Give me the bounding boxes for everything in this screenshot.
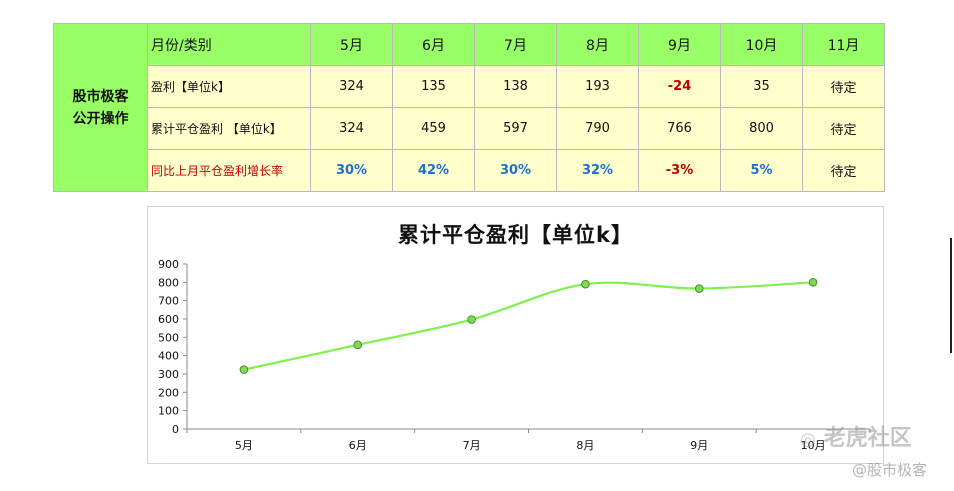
cell-value: 766	[667, 121, 692, 136]
tiger-logo-icon: ◎	[800, 429, 816, 450]
side-label-line2: 公开操作	[72, 110, 129, 127]
y-tick-label: 300	[158, 368, 179, 381]
table-cell: 30%	[310, 149, 393, 192]
table-cell: 766	[638, 107, 721, 150]
cell-value: 35	[753, 79, 770, 94]
line-chart: 0 100 200 300 400 500 600 700 800 900 5月 6月 7月 8月 9月 10…	[158, 258, 871, 452]
y-tick-label: 600	[158, 313, 179, 326]
table-cell: 193	[556, 65, 639, 108]
cell-value: 30%	[499, 163, 532, 178]
cell-value: 30%	[335, 163, 368, 178]
y-tick-label: 700	[158, 295, 179, 308]
table-cell: 30%	[474, 149, 557, 192]
table-side-label: 股市极客 公开操作	[53, 23, 148, 192]
profit-table: 股市极客 公开操作 月份/类别 5月 6月 7月 8月 9月 10月 11月 盈利【单位k】 324 1…	[53, 23, 885, 192]
chart-frame: 累计平仓盈利【单位k】 0 100 200 300 400 500 600 700 800 900…	[147, 206, 884, 464]
table-cell: 597	[474, 107, 557, 150]
x-tick-label: 8月	[576, 439, 594, 452]
cell-value: -3%	[665, 163, 694, 178]
chart-title: 累计平仓盈利【单位k】	[398, 223, 633, 247]
cell-value: 42%	[417, 163, 450, 178]
table-row: 同比上月平仓盈利增长率 30% 42% 30% 32% -3% 5% 待定	[54, 149, 885, 192]
month-header: 11月	[802, 23, 885, 66]
watermark-brand: ◎ 老虎社区	[800, 426, 912, 451]
data-point	[467, 315, 476, 324]
x-tick-label: 5月	[235, 439, 253, 452]
y-tick-label: 400	[158, 350, 179, 363]
row-label: 同比上月平仓盈利增长率	[147, 149, 311, 192]
x-tick-label: 10月	[801, 439, 826, 452]
data-point	[581, 279, 590, 289]
table-row: 累计平仓盈利 【单位k】 324 459 597 790 766 800 待定	[54, 107, 885, 150]
month-header: 9月	[638, 23, 721, 66]
cell-value: 790	[585, 121, 610, 136]
cell-value: 800	[749, 121, 774, 136]
header-category-label: 月份/类别	[147, 23, 311, 66]
data-point	[694, 284, 704, 293]
y-tick-label: 500	[158, 331, 179, 344]
x-tick-label: 9月	[690, 439, 708, 452]
table-row: 盈利【单位k】 324 135 138 193 -24 35 待定	[54, 65, 885, 108]
table-cell: 324	[310, 107, 393, 150]
table-cell: 32%	[556, 149, 639, 192]
month-header: 6月	[392, 23, 475, 66]
y-tick-label: 900	[158, 258, 179, 271]
table-cell: 35	[720, 65, 803, 108]
cell-value: 138	[503, 79, 528, 94]
cell-value: -24	[667, 79, 692, 94]
data-point	[353, 340, 363, 350]
month-header: 10月	[720, 23, 803, 66]
cell-value: 193	[585, 79, 610, 94]
edge-divider	[950, 238, 952, 353]
table-cell: -3%	[638, 149, 721, 192]
table-cell: 324	[310, 65, 393, 108]
cell-value: 待定	[830, 165, 857, 180]
table-cell: 135	[392, 65, 475, 108]
month-header: 8月	[556, 23, 639, 66]
cell-value: 597	[503, 121, 528, 136]
table-cell: 800	[720, 107, 803, 150]
y-tick-label: 800	[158, 276, 179, 289]
row-label: 盈利【单位k】	[147, 65, 311, 108]
cell-value: 待定	[830, 81, 857, 96]
month-header: 7月	[474, 23, 557, 66]
table-cell: 待定	[802, 149, 885, 192]
table-cell: 42%	[392, 149, 475, 192]
table-cell: 790	[556, 107, 639, 150]
table-header-row: 股市极客 公开操作 月份/类别 5月 6月 7月 8月 9月 10月 11月	[53, 23, 885, 192]
table-cell: 待定	[802, 65, 885, 108]
side-label-line1: 股市极客	[72, 88, 129, 105]
cell-value: 待定	[830, 123, 857, 138]
y-tick-label: 200	[158, 386, 179, 399]
table-cell: 待定	[802, 107, 885, 150]
table-cell: 138	[474, 65, 557, 108]
cell-value: 459	[421, 121, 446, 136]
cell-value: 135	[421, 79, 446, 94]
y-tick-label: 100	[158, 405, 179, 418]
cell-value: 324	[339, 79, 364, 94]
month-header: 5月	[310, 23, 393, 66]
cell-value: 324	[339, 121, 364, 136]
x-tick-label: 7月	[463, 439, 481, 452]
x-tick-label: 6月	[349, 439, 367, 452]
cell-value: 32%	[581, 163, 614, 178]
table-cell: -24	[638, 65, 721, 108]
cell-value: 5%	[750, 163, 773, 178]
table-cell: 5%	[720, 149, 803, 192]
row-label: 累计平仓盈利 【单位k】	[147, 107, 311, 150]
watermark-author: @股市极客	[852, 461, 928, 479]
data-point	[239, 365, 249, 374]
data-point	[808, 278, 818, 287]
table-cell: 459	[392, 107, 475, 150]
series-line	[243, 281, 814, 371]
y-tick-label: 0	[172, 423, 179, 436]
